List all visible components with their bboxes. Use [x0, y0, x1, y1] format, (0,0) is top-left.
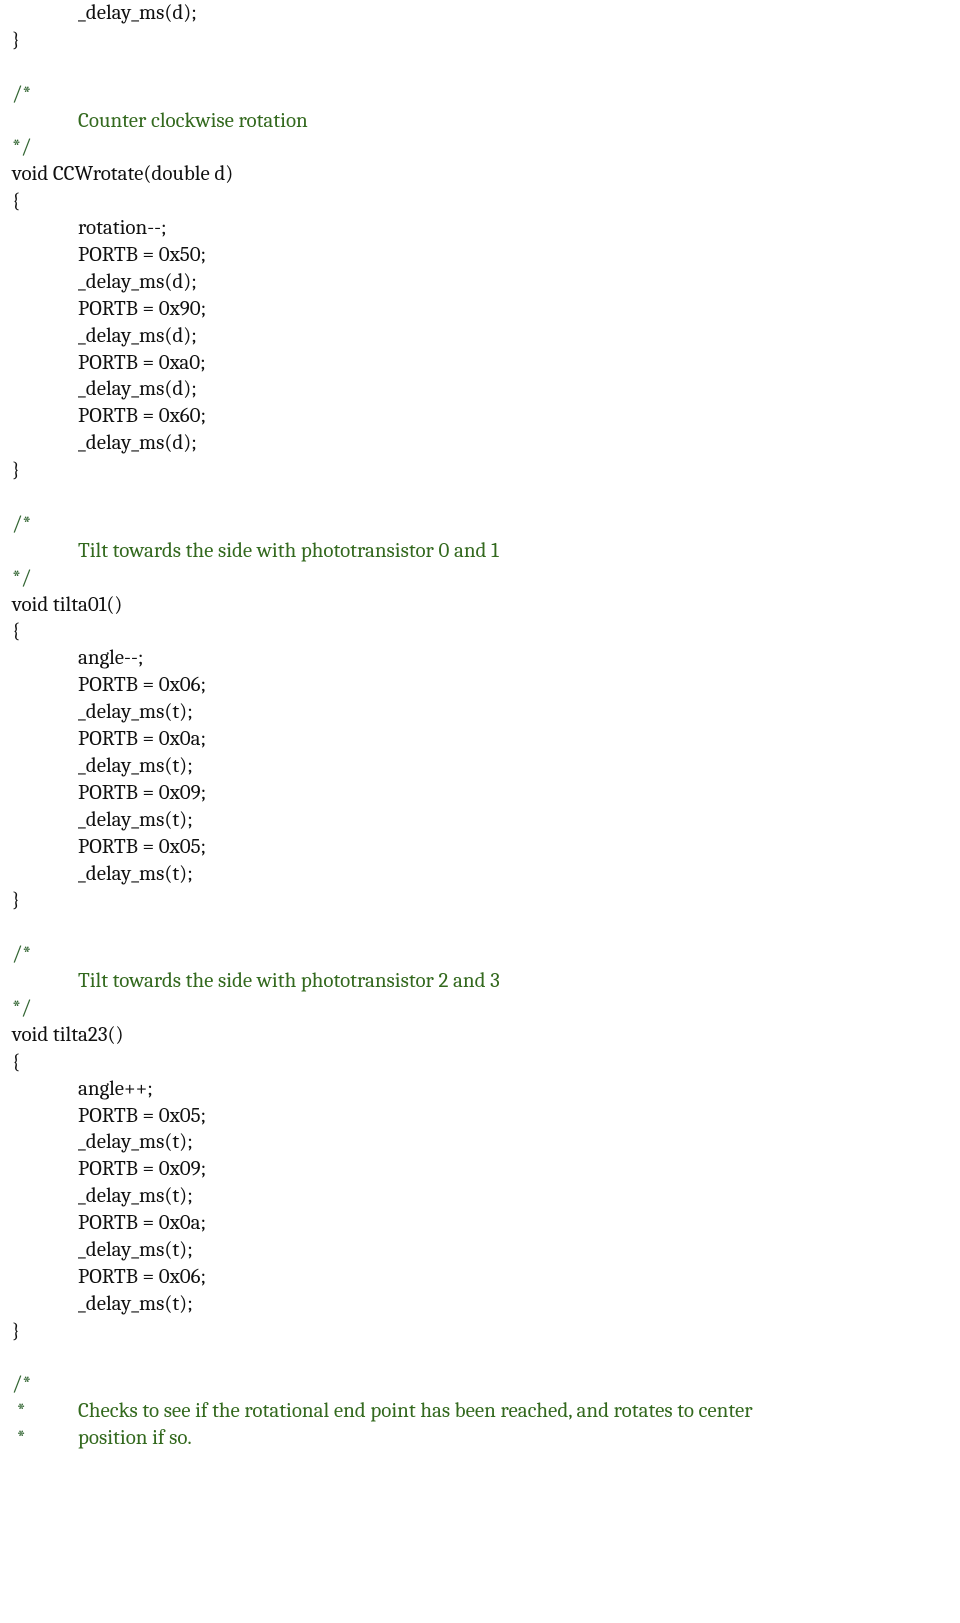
code-line: Tilt towards the side with phototransist… [78, 538, 948, 565]
code-line [12, 1345, 948, 1372]
code-line: } [12, 887, 948, 914]
code-line: _delay_ms(d); [78, 430, 948, 457]
code-line: _delay_ms(t); [78, 861, 948, 888]
code-line: } [12, 1318, 948, 1345]
code-line: /* [12, 1371, 948, 1398]
code-line: void tilta23() [12, 1022, 948, 1049]
code-line: _delay_ms(t); [78, 1237, 948, 1264]
code-line: /* [12, 511, 948, 538]
comment-star: * [12, 1398, 78, 1425]
code-line: _delay_ms(d); [78, 269, 948, 296]
comment-text: position if so. [78, 1426, 192, 1450]
comment-text: Checks to see if the rotational end poin… [78, 1399, 753, 1423]
code-line: PORTB = 0xa0; [78, 350, 948, 377]
code-line: PORTB = 0x05; [78, 834, 948, 861]
code-line: */ [12, 565, 948, 592]
code-line: PORTB = 0x06; [78, 672, 948, 699]
code-line: PORTB = 0x0a; [78, 726, 948, 753]
code-line: _delay_ms(t); [78, 753, 948, 780]
code-line: { [12, 1049, 948, 1076]
code-line: } [12, 27, 948, 54]
code-line: } [12, 457, 948, 484]
code-line: Tilt towards the side with phototransist… [78, 968, 948, 995]
code-line: _delay_ms(t); [78, 1129, 948, 1156]
code-line: /* [12, 941, 948, 968]
code-line: PORTB = 0x50; [78, 242, 948, 269]
code-line: PORTB = 0x0a; [78, 1210, 948, 1237]
code-line: PORTB = 0x90; [78, 296, 948, 323]
code-line [12, 484, 948, 511]
code-line: { [12, 188, 948, 215]
comment-star: * [12, 1425, 78, 1452]
code-line: *Checks to see if the rotational end poi… [12, 1398, 948, 1425]
code-line: _delay_ms(d); [78, 0, 948, 27]
code-line [12, 54, 948, 81]
code-line: { [12, 618, 948, 645]
code-line: PORTB = 0x05; [78, 1103, 948, 1130]
code-line: void CCWrotate(double d) [12, 161, 948, 188]
code-line: void tilta01() [12, 592, 948, 619]
code-line: PORTB = 0x09; [78, 780, 948, 807]
code-line: _delay_ms(t); [78, 807, 948, 834]
code-line: */ [12, 995, 948, 1022]
code-line: PORTB = 0x09; [78, 1156, 948, 1183]
code-line: _delay_ms(t); [78, 699, 948, 726]
code-line: PORTB = 0x06; [78, 1264, 948, 1291]
code-line: PORTB = 0x60; [78, 403, 948, 430]
code-line: */ [12, 134, 948, 161]
code-listing: _delay_ms(d);}/*Counter clockwise rotati… [12, 0, 948, 1452]
code-line: angle--; [78, 645, 948, 672]
code-line: /* [12, 81, 948, 108]
code-line: _delay_ms(d); [78, 376, 948, 403]
code-line: _delay_ms(t); [78, 1183, 948, 1210]
code-line: rotation--; [78, 215, 948, 242]
code-line: _delay_ms(t); [78, 1291, 948, 1318]
code-line: angle++; [78, 1076, 948, 1103]
code-line: Counter clockwise rotation [78, 108, 948, 135]
code-line: *position if so. [12, 1425, 948, 1452]
code-line [12, 914, 948, 941]
code-line: _delay_ms(d); [78, 323, 948, 350]
